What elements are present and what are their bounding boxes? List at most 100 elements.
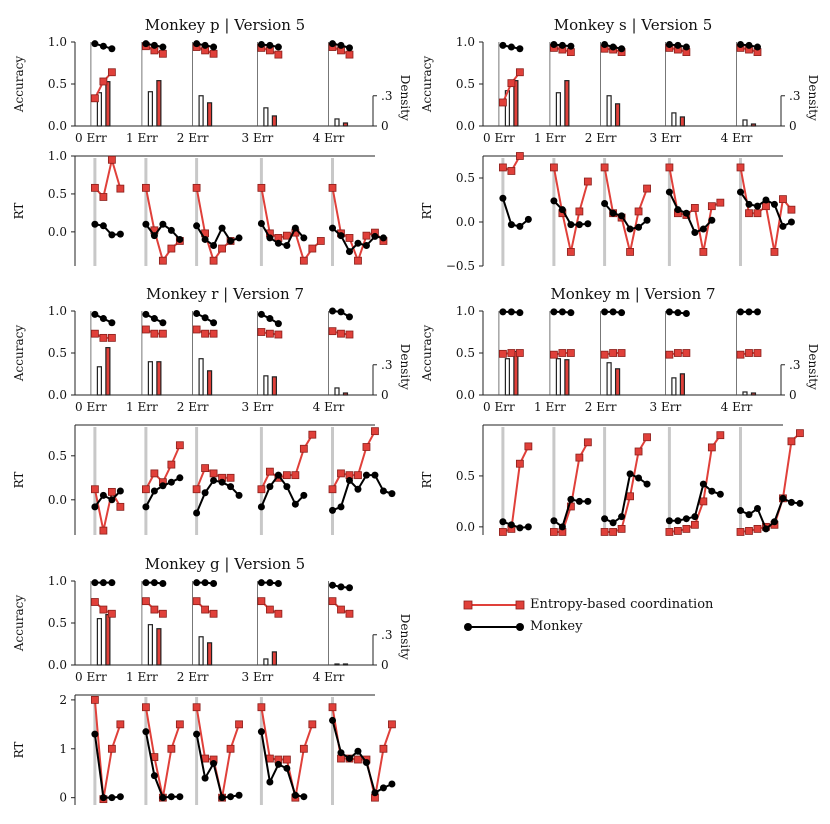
rt-monkey-point — [674, 206, 682, 214]
legend-label-model: Entropy-based coordination — [530, 597, 714, 612]
density-bar — [105, 347, 111, 396]
rt-monkey-point — [524, 523, 532, 531]
rt-monkey-point — [257, 728, 265, 736]
accuracy-tick-label: 1.0 — [48, 304, 67, 318]
panel-title: Monkey p | Version 5 — [145, 16, 305, 34]
category-label: 2 Err — [177, 400, 209, 414]
category-label: 1 Err — [126, 670, 158, 684]
accuracy-model-point — [99, 77, 108, 86]
accuracy-y-label: Accuracy — [12, 325, 26, 382]
rt-monkey-point — [283, 764, 291, 772]
accuracy-model-point — [274, 330, 283, 339]
accuracy-model-point — [91, 94, 99, 103]
accuracy-monkey-point — [507, 43, 515, 51]
rt-monkey-point — [150, 772, 158, 780]
accuracy-model-point — [736, 350, 745, 359]
category-label: 2 Err — [585, 131, 617, 145]
accuracy-model-point — [192, 325, 201, 334]
rt-monkey-point — [91, 503, 99, 511]
density-bar — [198, 95, 204, 127]
accuracy-y-label: Accuracy — [12, 56, 26, 113]
density-bar — [156, 361, 162, 396]
rt-model-point — [116, 184, 125, 193]
rt-monkey-point — [379, 487, 387, 495]
accuracy-monkey-point — [507, 308, 515, 316]
accuracy-monkey-point — [737, 41, 744, 49]
density-tick-label: 0 — [381, 658, 389, 672]
rt-monkey-point — [193, 509, 201, 517]
accuracy-monkey-point — [337, 308, 345, 316]
rt-monkey-point — [283, 242, 291, 250]
rt-model-point — [192, 485, 201, 494]
rt-model-point — [515, 152, 524, 160]
rt-model-point — [328, 485, 337, 494]
rt-monkey-point — [99, 794, 107, 802]
accuracy-monkey-point — [618, 45, 626, 53]
rt-monkey-point — [235, 234, 243, 242]
accuracy-model-point — [201, 605, 209, 614]
category-label: 0 Err — [483, 131, 515, 145]
rt-monkey-point — [699, 225, 707, 233]
rt-model-point — [617, 524, 626, 533]
accuracy-monkey-point — [193, 40, 201, 48]
rt-monkey-point — [300, 491, 308, 499]
rt-monkey-line — [501, 197, 530, 228]
density-bar — [742, 391, 748, 396]
accuracy-model-point — [682, 349, 691, 357]
rt-monkey-point — [567, 221, 575, 229]
accuracy-monkey-point — [567, 42, 575, 50]
accuracy-monkey-point — [274, 580, 282, 588]
rt-model-point — [226, 744, 235, 753]
density-tick-label: 0 — [381, 119, 389, 133]
rt-model-point — [583, 438, 592, 447]
density-bar — [742, 119, 748, 127]
rt-monkey-point — [708, 216, 716, 224]
category-label: 0 Err — [75, 670, 107, 684]
rt-model-point — [779, 195, 787, 204]
accuracy-monkey-point — [142, 40, 150, 48]
rt-model-point — [91, 695, 99, 704]
category-label: 4 Err — [721, 400, 753, 414]
rt-monkey-point — [108, 231, 116, 239]
rt-monkey-point — [167, 478, 175, 486]
rt-model-point — [515, 459, 524, 468]
rt-model-point — [257, 485, 266, 494]
density-bar — [504, 358, 510, 396]
rt-model-point — [566, 502, 575, 511]
accuracy-tick-label: 0.0 — [48, 388, 67, 402]
rt-model-point — [235, 720, 243, 729]
accuracy-monkey-point — [601, 308, 609, 316]
rt-model-point — [107, 744, 116, 753]
rt-model-point — [498, 528, 507, 536]
rt-model-point — [736, 163, 745, 172]
accuracy-monkey-point — [150, 315, 158, 323]
accuracy-model-point — [337, 329, 345, 338]
accuracy-model-point — [265, 329, 274, 338]
rt-tick-label: 0 — [59, 791, 67, 805]
rt-model-point — [345, 234, 354, 242]
density-bar — [671, 377, 677, 396]
rt-monkey-point — [550, 197, 558, 205]
rt-tick-label: 0.5 — [456, 171, 475, 185]
rt-monkey-point — [99, 491, 107, 499]
rt-y-label: RT — [420, 472, 434, 489]
accuracy-tick-label: 0.5 — [456, 346, 475, 360]
rt-monkey-point — [142, 728, 150, 736]
rt-monkey-point — [345, 248, 353, 256]
accuracy-model-point — [257, 328, 266, 336]
rt-monkey-point — [753, 505, 761, 513]
accuracy-monkey-point — [91, 310, 99, 318]
rt-model-point — [600, 528, 609, 536]
rt-monkey-point — [507, 521, 515, 529]
rt-y-label: RT — [12, 472, 26, 489]
density-bar — [342, 122, 349, 127]
accuracy-model-point — [209, 329, 218, 338]
accuracy-model-point — [745, 349, 753, 357]
density-bar — [513, 80, 519, 127]
rt-monkey-point — [499, 518, 507, 526]
density-bar — [263, 107, 269, 127]
rt-monkey-point — [218, 224, 226, 232]
rt-model-point — [316, 237, 325, 245]
rt-monkey-point — [745, 511, 753, 519]
rt-monkey-point — [753, 202, 761, 210]
